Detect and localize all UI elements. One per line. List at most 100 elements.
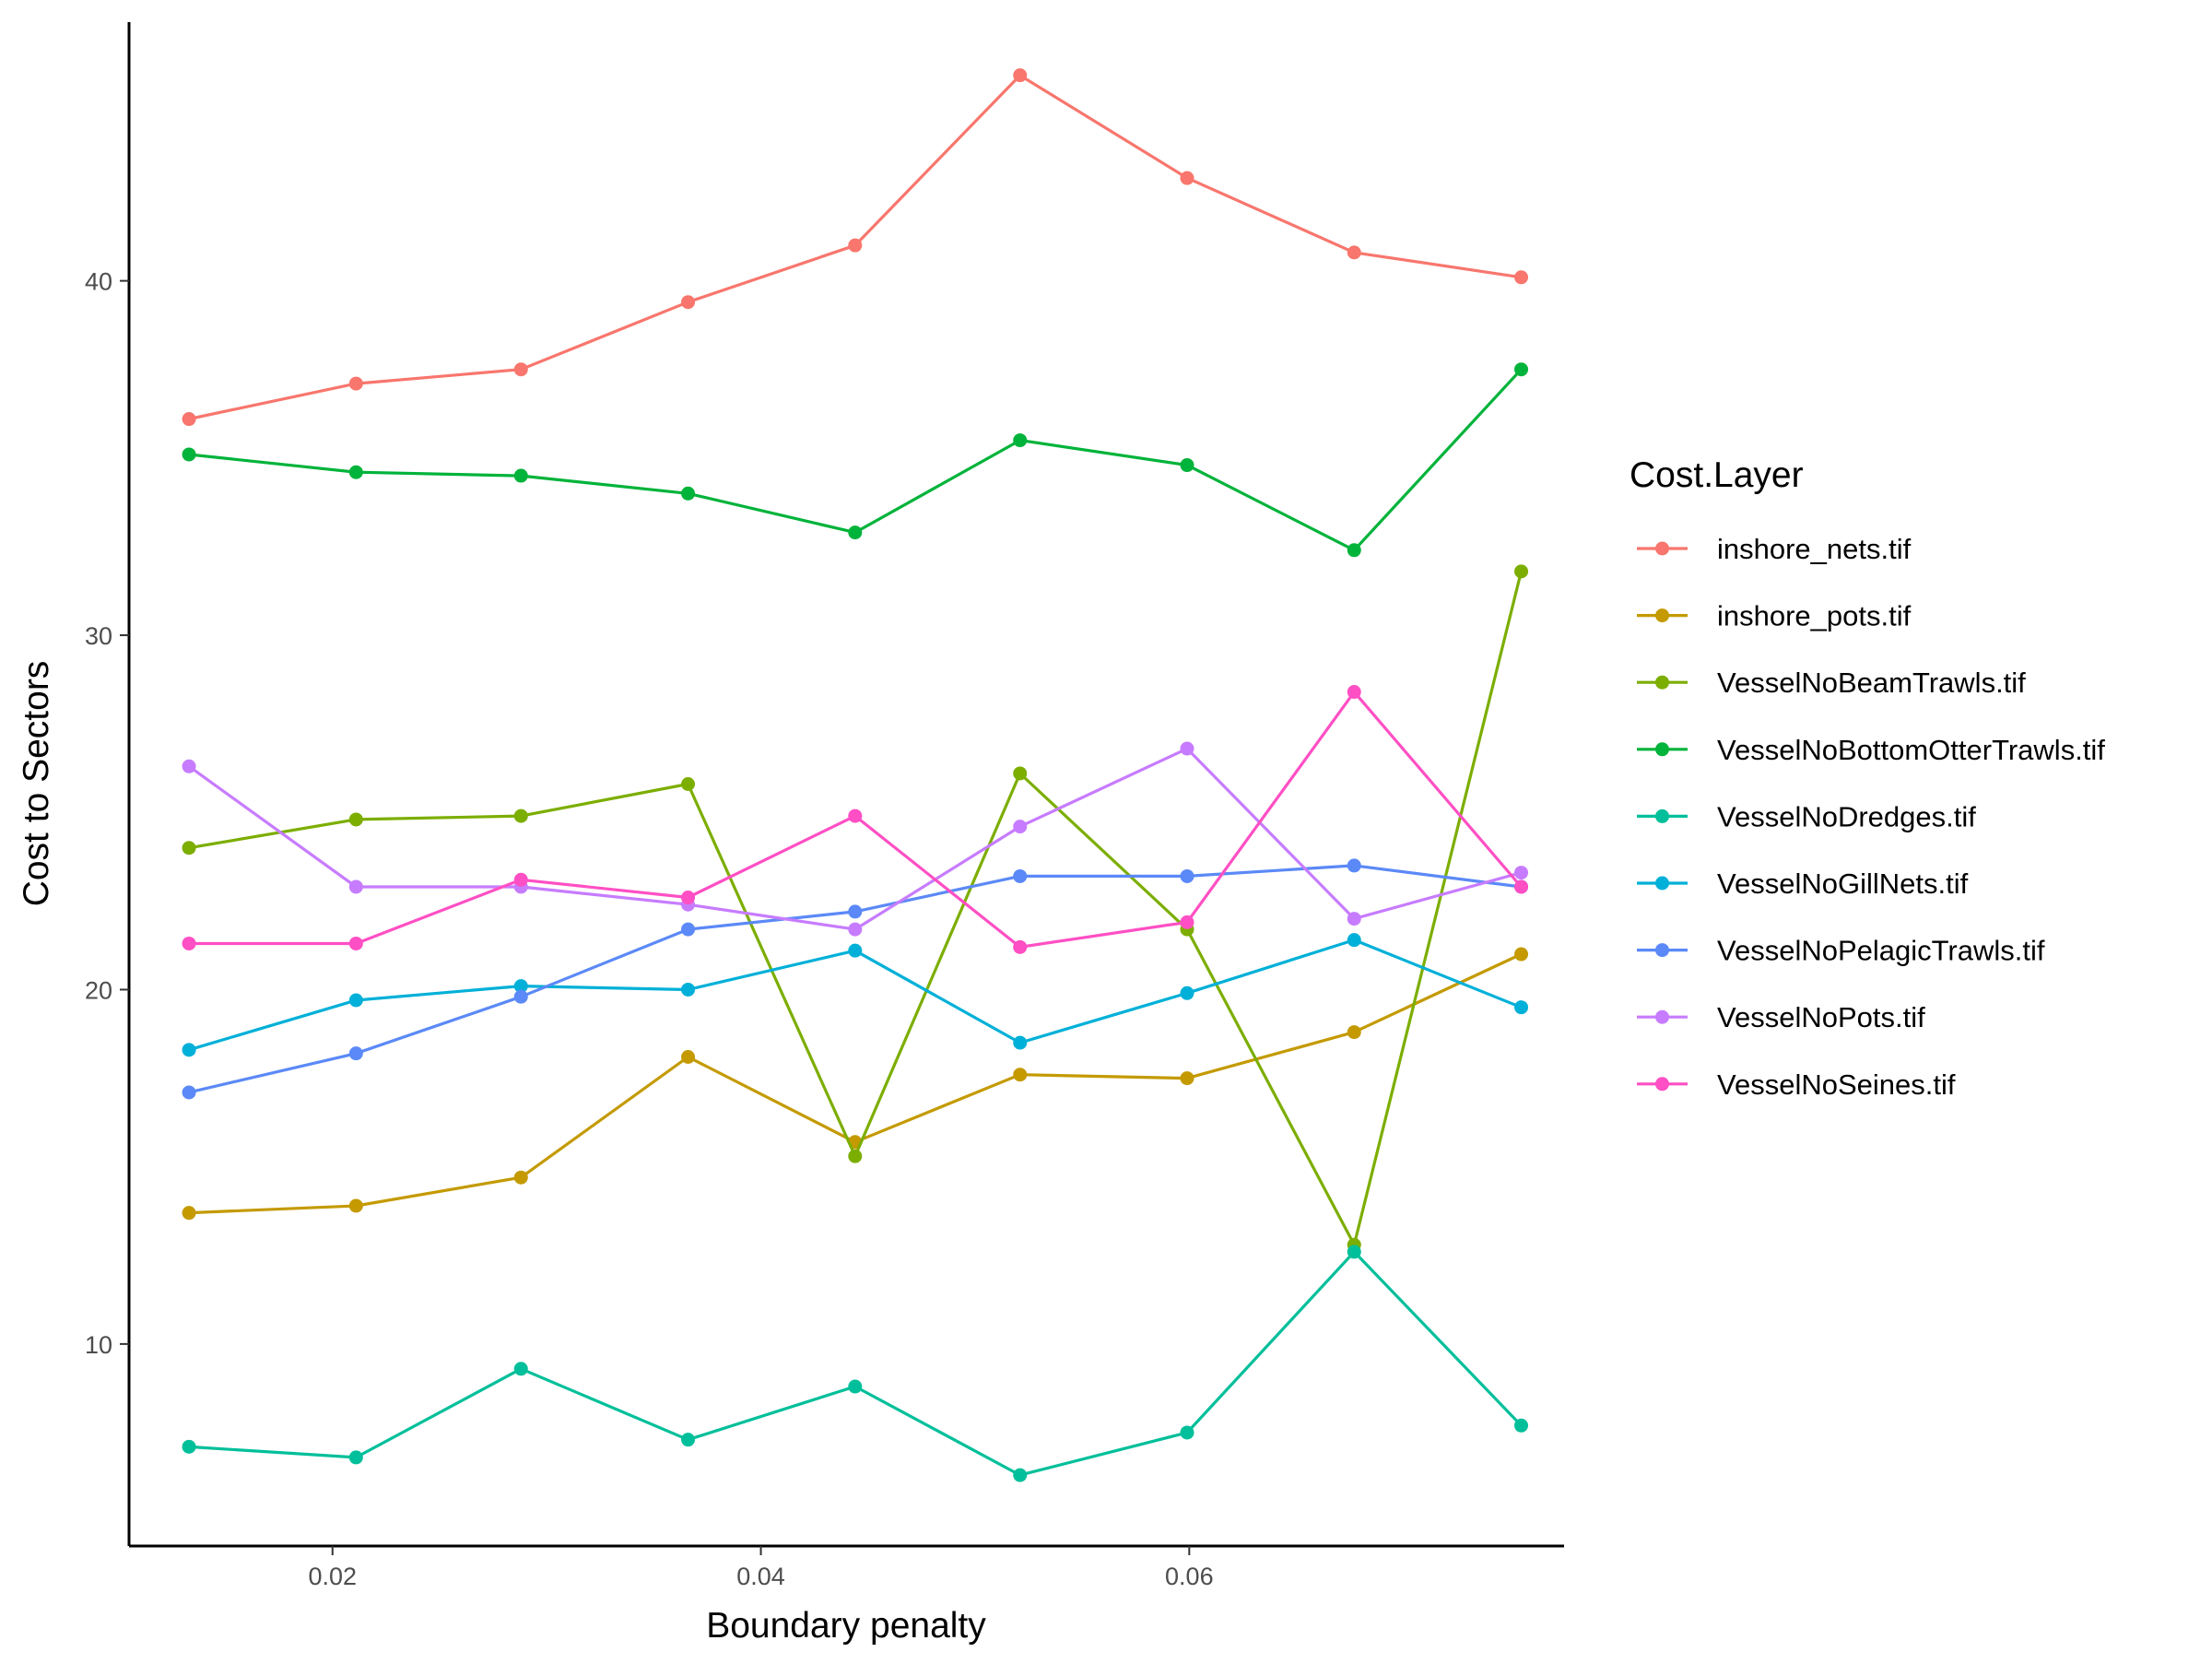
legend-label: inshore_nets.tif [1717, 533, 1912, 565]
legend-label: VesselNoPots.tif [1717, 1001, 1925, 1033]
y-tick-label: 30 [85, 622, 112, 650]
data-point-inshore-pots [348, 1198, 363, 1213]
x-axis-title: Boundary penalty [706, 1606, 986, 1646]
data-point-inshore-pots [1180, 1071, 1194, 1086]
series-vesselnopots [182, 741, 1529, 937]
data-point-vesselnobottomottertrawls [681, 486, 696, 501]
legend-key-point [1655, 808, 1669, 823]
data-point-vesselnobeamtrawls [513, 808, 528, 823]
legend-key-point [1655, 943, 1669, 958]
data-point-vesselnodredges [513, 1362, 528, 1376]
data-point-vesselnobottomottertrawls [1180, 458, 1194, 473]
data-point-inshore-pots [513, 1170, 528, 1185]
data-point-vesselnoseines [182, 936, 196, 950]
data-point-vesselnopelagictrawls [681, 922, 696, 937]
data-point-vesselnoseines [1013, 939, 1028, 954]
series-inshore-nets [182, 68, 1529, 427]
y-axis-title: Cost to Sectors [17, 661, 56, 907]
data-point-vesselnopots [1013, 820, 1028, 834]
data-point-vesselnogillnets [513, 979, 528, 994]
data-point-vesselnopelagictrawls [848, 904, 863, 919]
data-point-vesselnopelagictrawls [182, 1085, 196, 1100]
data-point-inshore-nets [513, 362, 528, 377]
data-point-vesselnodredges [1013, 1468, 1028, 1482]
data-point-inshore-nets [1180, 171, 1194, 185]
legend-items: inshore_nets.tif inshore_pots.tif VesselNo… [1637, 533, 2105, 1101]
legend-item-vesselnoseines: VesselNoSeines.tif [1637, 1068, 1956, 1101]
data-point-vesselnobeamtrawls [1013, 766, 1028, 781]
data-point-inshore-pots [1013, 1068, 1028, 1082]
data-point-vesselnopots [1180, 741, 1194, 756]
data-point-vesselnobottomottertrawls [348, 465, 363, 479]
data-point-inshore-pots [681, 1050, 696, 1065]
series-line-vesselnopots [188, 747, 1522, 931]
legend-label: VesselNoBeamTrawls.tif [1717, 667, 2026, 699]
series-inshore-pots [182, 947, 1529, 1221]
data-point-vesselnopelagictrawls [1013, 868, 1028, 883]
data-point-vesselnodredges [1347, 1245, 1361, 1259]
data-point-vesselnobeamtrawls [182, 841, 196, 856]
legend-key-point [1655, 608, 1669, 623]
series-line-vesselnodredges [188, 1250, 1523, 1477]
legend-item-vesselnopelagictrawls: VesselNoPelagicTrawls.tif [1637, 935, 2045, 967]
legend-title: Cost.Layer [1630, 455, 1804, 495]
legend-item-vesselnodredges: VesselNoDredges.tif [1637, 800, 1976, 832]
data-point-vesselnoseines [1180, 915, 1194, 929]
legend-key-point [1655, 675, 1669, 690]
legend-item-vesselnobeamtrawls: VesselNoBeamTrawls.tif [1637, 667, 2026, 699]
data-point-vesselnobeamtrawls [348, 812, 363, 827]
legend-item-inshore-nets: inshore_nets.tif [1637, 533, 1912, 565]
legend-key-point [1655, 541, 1669, 556]
legend-label: VesselNoDredges.tif [1717, 800, 1976, 832]
data-point-inshore-pots [1514, 947, 1529, 962]
data-point-vesselnobeamtrawls [681, 777, 696, 791]
x-tick-label: 0.02 [308, 1563, 357, 1590]
x-tick-label: 0.06 [1165, 1563, 1214, 1590]
data-point-vesselnopots [348, 879, 363, 894]
data-point-inshore-pots [1347, 1025, 1361, 1040]
legend-item-vesselnogillnets: VesselNoGillNets.tif [1637, 867, 1969, 900]
data-point-vesselnoseines [1347, 685, 1361, 700]
data-point-vesselnodredges [182, 1439, 196, 1454]
legend-label: VesselNoPelagicTrawls.tif [1717, 935, 2045, 967]
data-point-vesselnobeamtrawls [1514, 564, 1529, 579]
series-vesselnobeamtrawls [182, 564, 1529, 1252]
data-point-vesselnobottomottertrawls [1013, 433, 1028, 448]
data-point-vesselnogillnets [1514, 1000, 1529, 1015]
data-point-vesselnogillnets [182, 1043, 196, 1057]
legend-key-point [1655, 1009, 1669, 1024]
y-axis-ticks: 10 20 30 40 [85, 268, 129, 1359]
data-point-vesselnogillnets [1180, 985, 1194, 1000]
data-point-vesselnoseines [681, 891, 696, 905]
plot-area [182, 68, 1529, 1482]
data-point-inshore-nets [848, 238, 863, 253]
legend: Cost.Layer inshore_nets.tif inshore_pots.… [1630, 455, 2105, 1101]
data-point-inshore-pots [182, 1206, 196, 1221]
data-point-vesselnopots [1514, 866, 1529, 880]
legend-key-point [1655, 876, 1669, 891]
legend-item-inshore-pots: inshore_pots.tif [1637, 600, 1912, 632]
series-vesselnopelagictrawls [182, 858, 1529, 1100]
series-vesselnogillnets [182, 933, 1529, 1057]
data-point-vesselnogillnets [848, 943, 863, 958]
data-point-vesselnobottomottertrawls [513, 468, 528, 483]
y-tick-label: 40 [85, 268, 112, 296]
data-point-inshore-nets [1514, 270, 1529, 285]
data-point-inshore-nets [1013, 68, 1028, 83]
data-point-vesselnogillnets [681, 982, 696, 997]
series-vesselnoseines [182, 685, 1529, 954]
data-point-vesselnodredges [681, 1433, 696, 1447]
data-point-inshore-nets [182, 412, 196, 427]
legend-key-point [1655, 1077, 1669, 1092]
data-point-vesselnopelagictrawls [513, 989, 528, 1004]
x-axis-ticks: 0.02 0.04 0.06 [308, 1546, 1214, 1590]
data-point-vesselnopelagictrawls [348, 1046, 363, 1061]
data-point-inshore-nets [681, 295, 696, 310]
legend-key-point [1655, 742, 1669, 757]
data-point-vesselnogillnets [348, 993, 363, 1008]
y-tick-label: 20 [85, 976, 112, 1004]
data-point-vesselnogillnets [1013, 1035, 1028, 1050]
legend-label: inshore_pots.tif [1717, 600, 1912, 632]
y-tick-label: 10 [85, 1331, 112, 1359]
